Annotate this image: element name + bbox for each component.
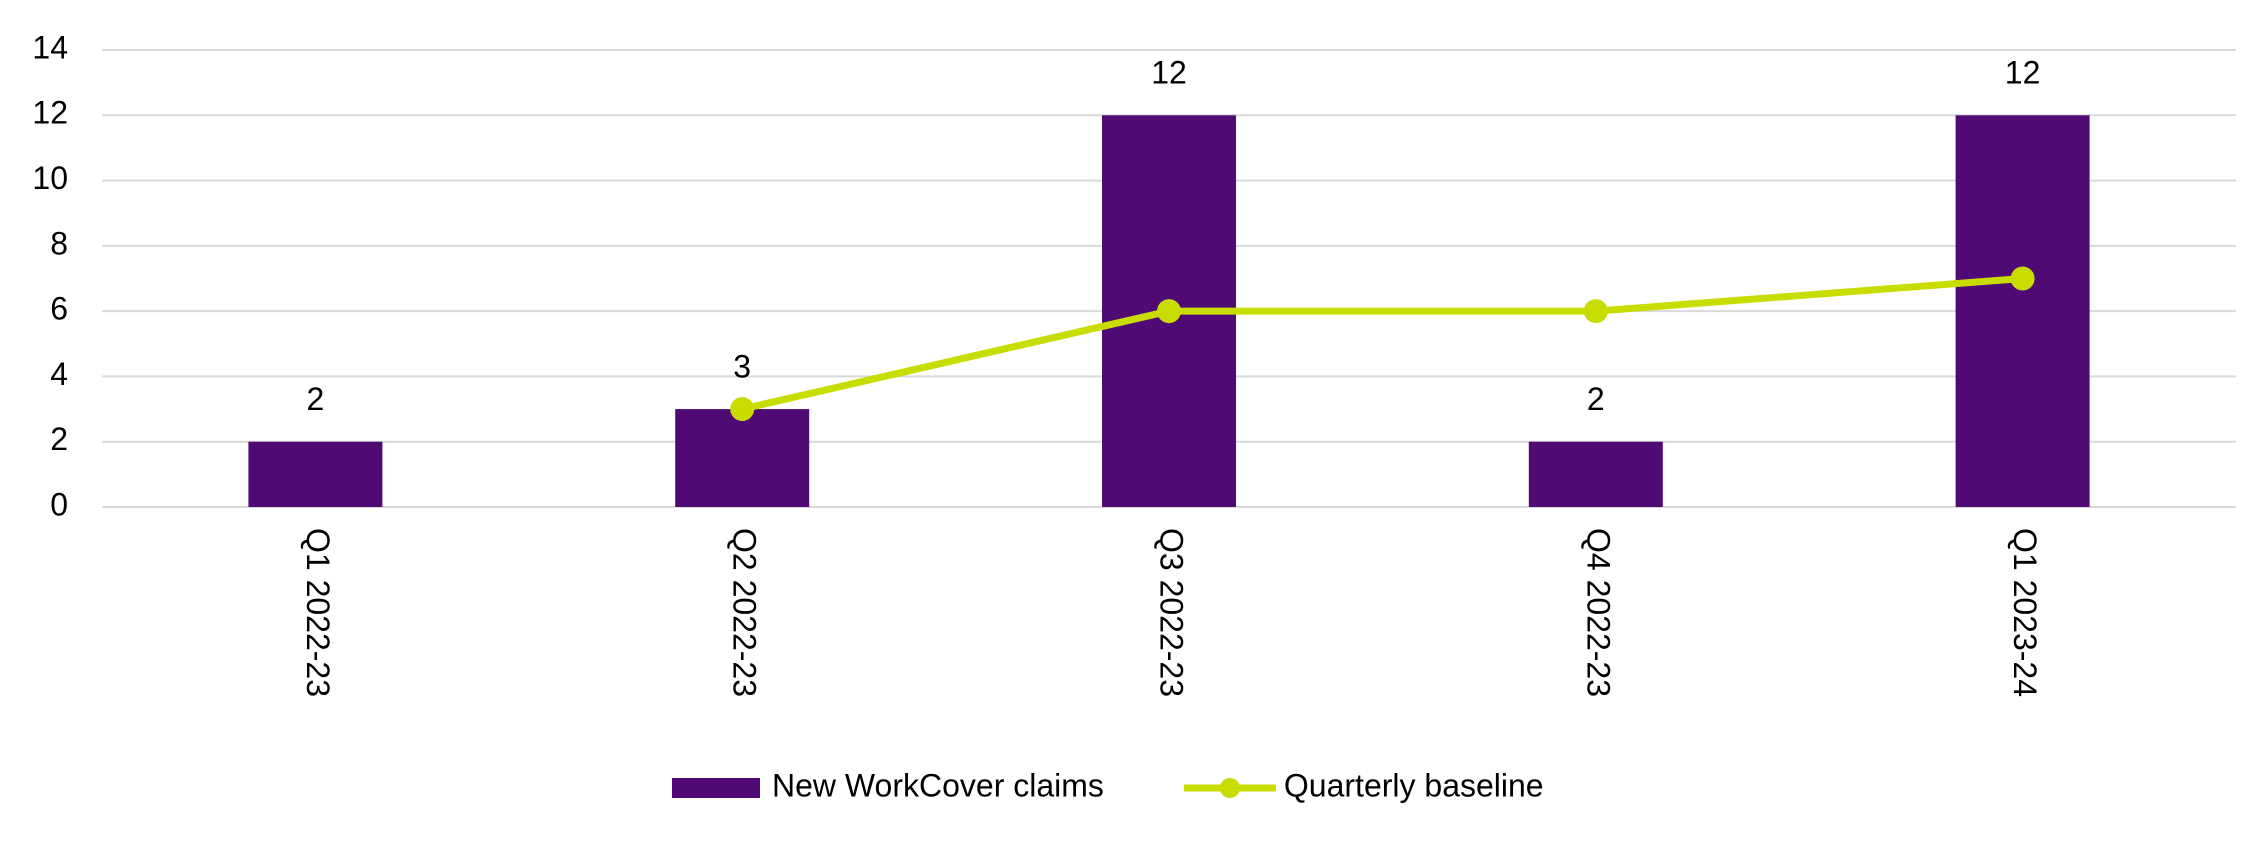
y-tick-label: 8 (50, 225, 68, 261)
x-tick-label: Q1 2022-23 (300, 528, 336, 697)
bar (1955, 115, 2090, 508)
data-label: 2 (307, 381, 325, 417)
data-label: 12 (1151, 55, 1187, 91)
data-label: 2 (1587, 381, 1605, 417)
line-marker (2010, 266, 2035, 291)
y-tick-label: 12 (32, 95, 68, 131)
legend-swatch-marker (1219, 778, 1240, 798)
bar (675, 409, 810, 507)
y-tick-label: 2 (50, 421, 68, 457)
y-tick-label: 0 (50, 486, 68, 522)
line (741, 275, 2023, 413)
y-tick-label: 6 (50, 291, 68, 327)
data-label: 3 (733, 349, 751, 385)
bar (248, 441, 383, 507)
line-marker (730, 397, 755, 422)
x-tick-label: Q4 2022-23 (1580, 528, 1616, 697)
legend-swatch (672, 778, 760, 798)
y-tick-label: 4 (50, 356, 68, 392)
line-marker (1157, 299, 1181, 324)
line-marker (1583, 299, 1608, 324)
x-tick-label: Q3 2022-23 (1154, 528, 1190, 697)
y-tick-label: 10 (32, 160, 68, 196)
x-tick-label: Q2 2022-23 (727, 528, 763, 697)
x-tick-label: Q1 2023-24 (2007, 528, 2043, 697)
bar (1528, 441, 1663, 507)
legend-label: New WorkCover claims (772, 767, 1104, 803)
y-tick-label: 14 (32, 29, 68, 65)
legend-label: Quarterly baseline (1284, 767, 1544, 803)
data-label: 12 (2005, 55, 2041, 91)
